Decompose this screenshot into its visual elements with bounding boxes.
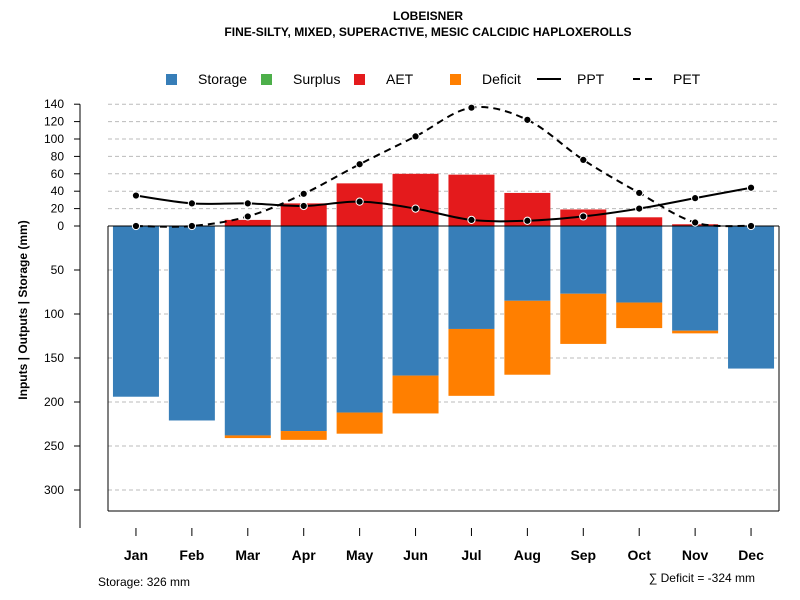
ppt-point xyxy=(635,204,644,213)
pet-point xyxy=(243,212,252,221)
aet-legend-swatch xyxy=(354,74,365,85)
pet-point xyxy=(523,115,532,124)
y-tick-label: 100 xyxy=(44,132,64,146)
pet-point xyxy=(187,221,196,231)
y-tick-label: 0 xyxy=(57,219,64,233)
x-tick-label: Nov xyxy=(682,547,709,563)
pet-point xyxy=(467,103,476,112)
chart-title: LOBEISNER xyxy=(393,9,463,23)
ppt-point xyxy=(691,194,700,203)
bars xyxy=(112,173,775,440)
storage-bar xyxy=(504,226,551,301)
ppt-point xyxy=(467,215,476,225)
pet-point xyxy=(131,221,141,231)
legend: Storage Surplus AET Deficit PPT PET xyxy=(166,71,701,87)
x-tick-label: Oct xyxy=(628,547,652,563)
deficit-bar xyxy=(616,302,663,329)
ppt-point xyxy=(355,197,364,206)
ppt-legend-label: PPT xyxy=(577,71,605,87)
ppt-point xyxy=(299,201,308,211)
y-tick-label: 120 xyxy=(44,115,64,129)
pet-legend-label: PET xyxy=(673,71,701,87)
deficit-bar xyxy=(280,431,327,440)
x-tick-label: Jun xyxy=(403,547,428,563)
y-tick-label: 50 xyxy=(51,263,65,277)
deficit-total: ∑ Deficit = -324 mm xyxy=(649,571,755,585)
x-tick-label: May xyxy=(346,547,373,563)
deficit-bar xyxy=(392,375,439,414)
pet-point xyxy=(746,221,756,231)
storage-bar xyxy=(224,226,271,436)
aet-bar xyxy=(392,173,439,226)
y-tick-label: 80 xyxy=(51,149,65,163)
deficit-bar xyxy=(224,435,271,439)
pet-point xyxy=(411,132,420,141)
x-tick-label: Jul xyxy=(461,547,481,563)
y-tick-label: 100 xyxy=(44,307,64,321)
storage-bar xyxy=(112,226,159,397)
lines xyxy=(108,103,779,231)
surplus-legend-swatch xyxy=(261,74,272,85)
y-tick-label: 60 xyxy=(51,167,65,181)
x-tick-label: Jan xyxy=(124,547,148,563)
x-tick-label: Feb xyxy=(179,547,204,563)
storage-total: Storage: 326 mm xyxy=(98,575,190,589)
ppt-point xyxy=(523,216,532,225)
ppt-line xyxy=(135,186,752,223)
axes: 0 20 40 60 80 100 120 140 50 100 150 200 250 300 Jan Fe… xyxy=(44,97,780,563)
storage-bar xyxy=(392,226,439,376)
pet-point xyxy=(355,160,364,169)
y-tick-label: 20 xyxy=(51,202,65,216)
storage-bar xyxy=(336,226,383,413)
ppt-point xyxy=(746,183,756,192)
x-tick-label: Sep xyxy=(570,547,596,563)
storage-bar xyxy=(560,226,607,294)
surplus-legend-label: Surplus xyxy=(293,71,340,87)
storage-bar xyxy=(616,226,663,303)
storage-bar xyxy=(168,226,215,421)
ppt-point xyxy=(131,191,141,200)
deficit-bar xyxy=(672,330,719,334)
chart-subtitle: FINE-SILTY, MIXED, SUPERACTIVE, MESIC CA… xyxy=(224,25,631,39)
x-tick-label: Mar xyxy=(235,547,260,563)
x-tick-label: Apr xyxy=(292,547,317,563)
aet-legend-label: AET xyxy=(386,71,414,87)
ppt-point xyxy=(243,199,252,208)
y-tick-label: 40 xyxy=(51,184,65,198)
storage-bar xyxy=(672,226,719,331)
y-tick-label: 140 xyxy=(44,97,64,111)
storage-legend-swatch xyxy=(166,74,177,85)
storage-bar xyxy=(728,226,775,369)
deficit-bar xyxy=(336,412,383,434)
y-tick-label: 300 xyxy=(44,483,64,497)
deficit-legend-label: Deficit xyxy=(482,71,521,87)
deficit-legend-swatch xyxy=(450,74,461,85)
ppt-point xyxy=(187,199,196,208)
ppt-point xyxy=(411,204,420,213)
y-tick-label: 150 xyxy=(44,351,64,365)
y-tick-label: 200 xyxy=(44,395,64,409)
aet-bar xyxy=(280,203,327,226)
y-axis-label: Inputs | Outputs | Storage (mm) xyxy=(16,220,30,399)
pet-point xyxy=(579,155,588,164)
pet-point xyxy=(635,188,644,198)
aet-bar xyxy=(616,217,663,226)
x-tick-label: Aug xyxy=(514,547,541,563)
aet-bar xyxy=(224,219,271,226)
pet-point xyxy=(691,218,700,227)
deficit-bar xyxy=(504,300,551,375)
storage-bar xyxy=(280,226,327,432)
y-tick-label: 250 xyxy=(44,439,64,453)
deficit-bar xyxy=(448,328,495,396)
storage-bar xyxy=(448,226,495,329)
x-tick-label: Dec xyxy=(738,547,764,563)
pet-point xyxy=(299,189,308,198)
storage-legend-label: Storage xyxy=(198,71,247,87)
deficit-bar xyxy=(560,293,607,344)
ppt-point xyxy=(579,212,588,221)
